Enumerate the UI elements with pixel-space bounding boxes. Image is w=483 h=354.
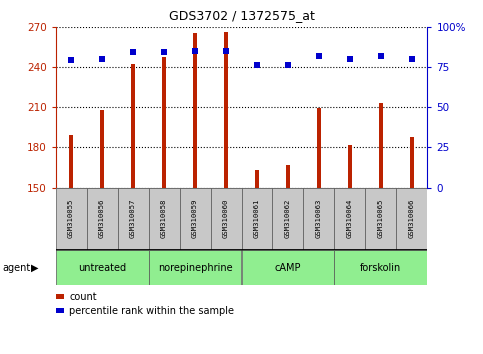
Point xyxy=(67,58,75,63)
Point xyxy=(346,56,354,62)
Bar xyxy=(224,32,228,188)
Bar xyxy=(193,33,198,188)
Text: GSM310063: GSM310063 xyxy=(316,199,322,238)
Text: GSM310056: GSM310056 xyxy=(99,199,105,238)
Bar xyxy=(255,170,259,188)
Point xyxy=(315,53,323,58)
Text: GSM310066: GSM310066 xyxy=(409,199,415,238)
Text: GSM310060: GSM310060 xyxy=(223,199,229,238)
Bar xyxy=(99,110,104,188)
Bar xyxy=(56,250,149,285)
Bar xyxy=(149,188,180,250)
Bar xyxy=(131,64,135,188)
Text: GSM310059: GSM310059 xyxy=(192,199,198,238)
Bar xyxy=(242,188,272,250)
Text: ▶: ▶ xyxy=(31,263,39,273)
Point xyxy=(222,48,230,53)
Text: norepinephrine: norepinephrine xyxy=(157,263,232,273)
Point xyxy=(191,48,199,53)
Bar xyxy=(303,188,334,250)
Bar xyxy=(334,188,366,250)
Text: GSM310064: GSM310064 xyxy=(347,199,353,238)
Text: untreated: untreated xyxy=(78,263,126,273)
Bar xyxy=(69,135,73,188)
Bar xyxy=(334,250,427,285)
Bar xyxy=(86,188,117,250)
Bar xyxy=(285,165,290,188)
Point xyxy=(377,53,385,58)
Text: agent: agent xyxy=(2,263,30,273)
Text: GSM310058: GSM310058 xyxy=(161,199,167,238)
Text: cAMP: cAMP xyxy=(275,263,301,273)
Point xyxy=(98,56,106,62)
Bar xyxy=(211,188,242,250)
Point xyxy=(253,62,261,68)
Text: GSM310055: GSM310055 xyxy=(68,199,74,238)
Bar xyxy=(272,188,303,250)
Point xyxy=(129,50,137,55)
Bar xyxy=(317,108,321,188)
Bar xyxy=(379,103,384,188)
Point xyxy=(160,50,168,55)
Bar xyxy=(410,137,414,188)
Bar xyxy=(180,188,211,250)
Point xyxy=(284,62,292,68)
Bar xyxy=(397,188,427,250)
Bar xyxy=(242,250,334,285)
Bar xyxy=(162,57,166,188)
Bar xyxy=(366,188,397,250)
Bar xyxy=(56,188,86,250)
Text: GSM310061: GSM310061 xyxy=(254,199,260,238)
Bar xyxy=(348,145,352,188)
Text: forskolin: forskolin xyxy=(360,263,401,273)
Bar xyxy=(149,250,242,285)
Bar xyxy=(117,188,149,250)
Text: GDS3702 / 1372575_at: GDS3702 / 1372575_at xyxy=(169,9,314,22)
Text: percentile rank within the sample: percentile rank within the sample xyxy=(69,306,234,316)
Point xyxy=(408,56,416,62)
Text: GSM310057: GSM310057 xyxy=(130,199,136,238)
Text: GSM310062: GSM310062 xyxy=(285,199,291,238)
Text: count: count xyxy=(69,292,97,302)
Text: GSM310065: GSM310065 xyxy=(378,199,384,238)
